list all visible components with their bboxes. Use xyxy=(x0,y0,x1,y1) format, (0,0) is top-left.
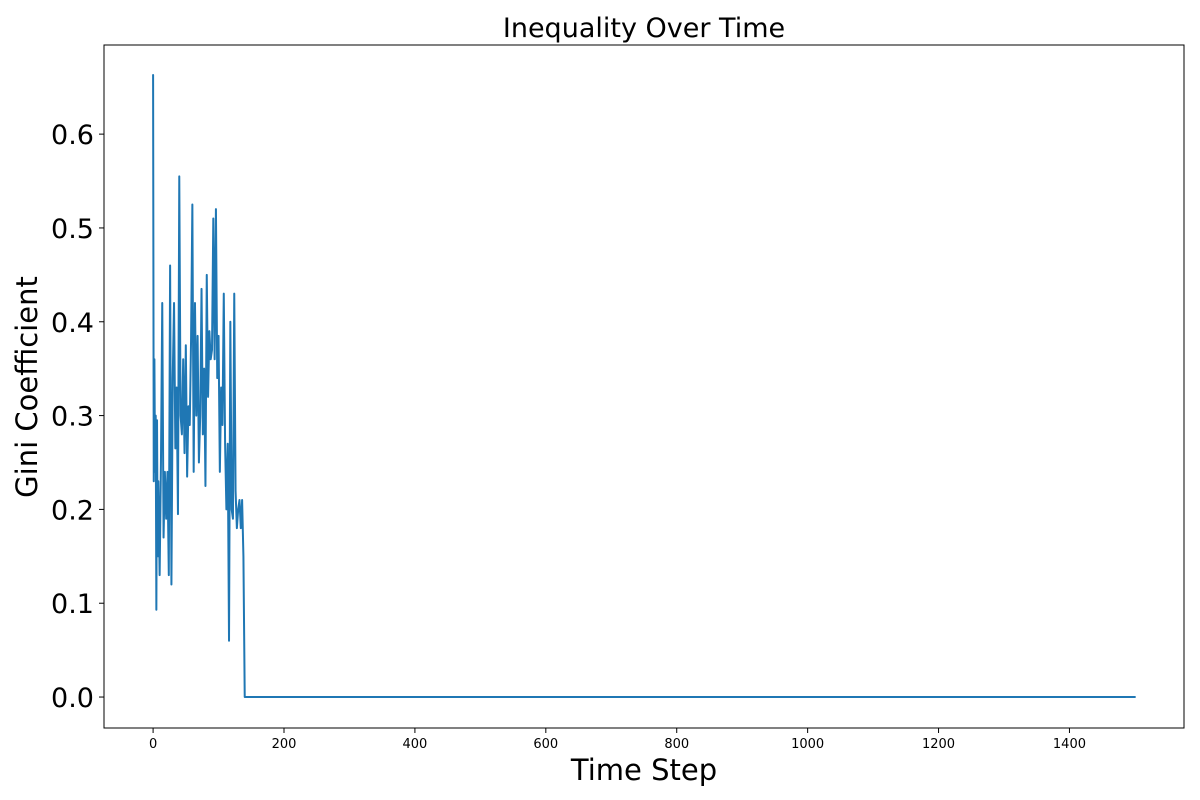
plot-frame xyxy=(103,44,1185,729)
x-tick-label: 800 xyxy=(664,737,689,752)
x-tick-label: 1000 xyxy=(791,737,824,752)
x-tick-label: 600 xyxy=(533,737,558,752)
y-tick-label: 0.0 xyxy=(51,683,94,714)
y-tick-label: 0.5 xyxy=(51,214,94,245)
y-tick-label: 0.4 xyxy=(51,308,94,339)
series-layer xyxy=(152,74,1136,699)
x-axis-label: Time Step xyxy=(570,753,717,787)
series-line xyxy=(152,74,1136,699)
x-tick-label: 1400 xyxy=(1053,737,1086,752)
y-tick-label: 0.6 xyxy=(51,120,94,151)
x-tick-label: 1200 xyxy=(922,737,955,752)
y-tick-label: 0.1 xyxy=(51,589,94,620)
x-tick-label: 400 xyxy=(402,737,427,752)
x-tick-label: 0 xyxy=(149,737,157,752)
x-tick-label: 200 xyxy=(272,737,297,752)
y-tick-label: 0.3 xyxy=(51,402,94,433)
plot-area xyxy=(103,44,1185,729)
x-axis: 0 200 400 600 800 1000 1200 1400 xyxy=(149,728,1086,752)
y-tick-label: 0.2 xyxy=(51,495,94,526)
y-axis-label: Gini Coefficient xyxy=(10,276,44,498)
chart-title: Inequality Over Time xyxy=(503,13,785,44)
y-axis: 0.0 0.1 0.2 0.3 0.4 0.5 0.6 xyxy=(51,120,104,714)
